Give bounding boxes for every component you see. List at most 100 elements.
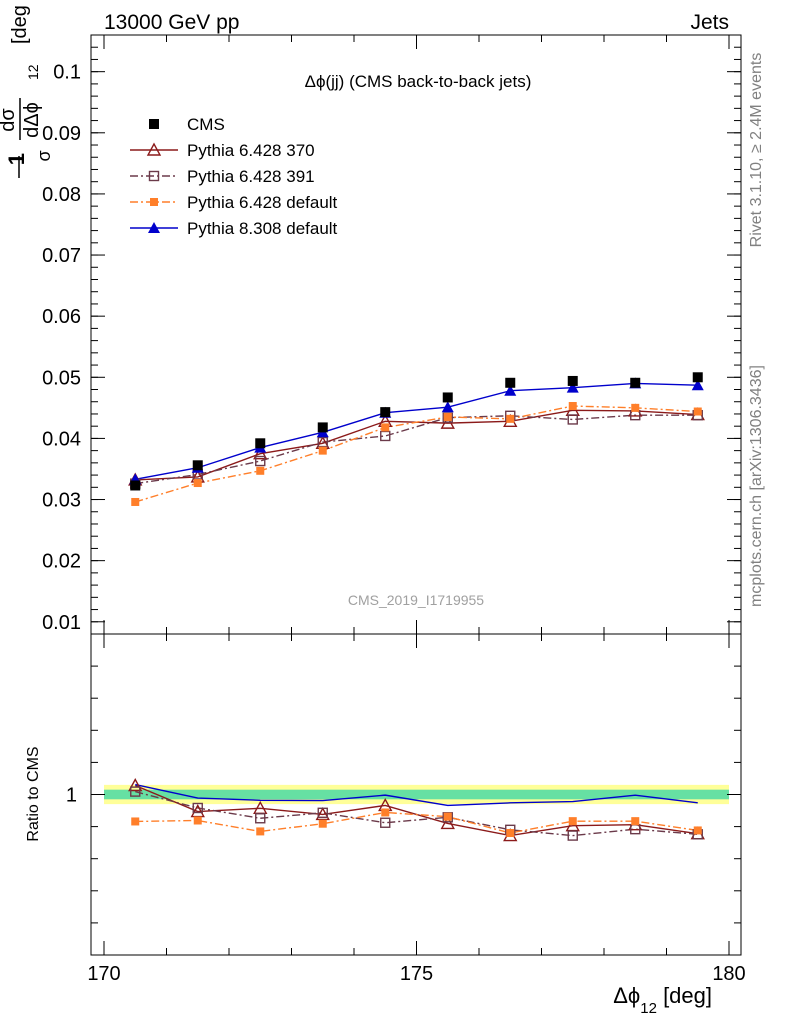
legend-marker (146, 142, 162, 156)
ratio-point (193, 816, 202, 825)
legend-label: Pythia 6.428 default (187, 193, 338, 212)
data-point (504, 384, 517, 396)
data-point (317, 436, 328, 448)
chart-title: Δϕ(jj) (CMS back-to-back jets) (305, 72, 532, 91)
watermark-label: CMS_2019_I1719955 (348, 592, 484, 608)
data-point (380, 430, 391, 442)
ratio-point (380, 817, 391, 828)
y-axis-title-text: dσ dΔϕ 12 [deg -1 ] (0, 5, 43, 178)
axes: 0.01 0.02 0.03 0.04 0.05 0.06 0.07 0.08 0.09 0.1 1… (42, 35, 746, 985)
data-point (505, 377, 516, 388)
ratio-y-axis-title: Ratio to CMS (25, 746, 42, 841)
y-tick-label: 0.03 (42, 490, 81, 512)
legend-label: Pythia 8.308 default (187, 219, 338, 238)
data-point (318, 446, 327, 455)
legend-marker (148, 222, 160, 233)
y-tick-label: 0.08 (42, 184, 81, 206)
side-label-site: mcplots.cern.ch [arXiv:1306.3436] (748, 365, 765, 607)
x-axis-title-main: Δϕ (613, 983, 640, 1008)
y-tick-label: 0.01 (42, 612, 81, 634)
ratio-point (256, 827, 265, 836)
side-label-rivet: Rivet 3.1.10, ≥ 2.4M events (748, 53, 765, 248)
ratio-point (192, 802, 203, 814)
data-point (568, 402, 577, 411)
legend-marker (149, 119, 159, 129)
series-line (135, 414, 698, 485)
y-tick-label: 0.1 (53, 62, 81, 84)
svg-text:Δϕ12 [deg]: Δϕ12 [deg] (613, 983, 712, 1017)
data-point (566, 381, 579, 393)
legend-label: CMS (187, 115, 225, 134)
data-point (192, 460, 203, 471)
legend-label: Pythia 6.428 391 (187, 167, 315, 186)
svg-text:1 σ: 1 σ (4, 147, 54, 165)
legend-marker (148, 170, 160, 182)
data-point (693, 407, 702, 416)
data-point (442, 392, 453, 403)
data-point (255, 438, 266, 449)
svg-text:12: 12 (25, 64, 41, 80)
ratio-point (693, 826, 702, 835)
data-point (630, 377, 641, 388)
data-point (193, 479, 202, 488)
x-tick-label: 170 (87, 963, 120, 985)
svg-text:dσ: dσ (0, 108, 19, 132)
legend-marker (150, 198, 158, 206)
data-point (381, 423, 390, 432)
data-point (253, 446, 268, 460)
ratio-uncertainty-bands (104, 784, 729, 805)
x-axis-title-sub: 12 (640, 1000, 657, 1017)
ratio-point (131, 817, 140, 826)
data-point (692, 372, 703, 383)
data-point (317, 422, 328, 433)
data-point (506, 414, 515, 423)
data-point (380, 407, 391, 418)
data-point (567, 375, 578, 386)
x-tick-label: 180 (712, 963, 745, 985)
ratio-series-line (135, 783, 698, 807)
ratio-point (567, 830, 578, 841)
data-point (441, 401, 454, 413)
ratio-point (130, 786, 141, 797)
svg-text:dΔϕ: dΔϕ (21, 102, 43, 138)
series-line (135, 405, 698, 503)
data-point (255, 455, 266, 467)
ratio-point (317, 807, 328, 818)
data-point (631, 403, 640, 412)
series-lines (134, 382, 698, 837)
header-right-label: Jets (690, 11, 729, 34)
ratio-point (443, 812, 452, 821)
data-point (131, 497, 140, 506)
ratio-point (440, 815, 455, 830)
series-line (135, 382, 698, 481)
y-tick-label: 0.06 (42, 306, 81, 328)
svg-text:[deg: [deg (9, 5, 31, 44)
y-axis-title: 1 σ (4, 147, 54, 165)
y-tick-label: 0.05 (42, 367, 81, 389)
y-tick-label: 0.09 (42, 123, 81, 145)
data-point (567, 414, 578, 425)
x-axis-title-unit: [deg] (657, 983, 712, 1008)
y-tick-label: 0.07 (42, 245, 81, 267)
data-point (443, 413, 452, 422)
y-tick-label: 0.02 (42, 551, 81, 573)
ratio-tick-label: 1 (66, 785, 77, 807)
data-point (130, 480, 141, 491)
ratio-point (315, 806, 330, 821)
x-tick-label: 175 (400, 963, 433, 985)
y-tick-label: 0.04 (42, 428, 81, 450)
ratio-point (128, 778, 143, 792)
ratio-point (568, 817, 577, 826)
ratio-point (255, 813, 266, 824)
legend: CMS Pythia 6.428 370 Pythia 6.428 391 Pythi… (130, 115, 338, 238)
x-axis-title: Δϕ12 [deg] (613, 983, 712, 1017)
ratio-point (381, 808, 390, 817)
legend-label: Pythia 6.428 370 (187, 141, 315, 160)
ratio-series-line (135, 811, 698, 834)
data-point (691, 379, 704, 391)
series-markers (128, 372, 705, 842)
ratio-point (631, 817, 640, 826)
ratio-series-line (135, 790, 698, 837)
ratio-point (506, 829, 515, 838)
